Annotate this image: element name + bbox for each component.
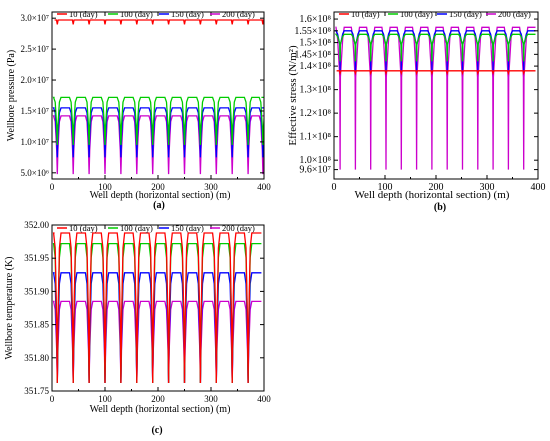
y-tick-label: 1.4×10⁸ (299, 61, 331, 72)
x-axis-label: Well depth (horizontal section) (m) (90, 190, 231, 201)
legend: 10 (day) 100 (day) 150 (day) 200 (day) (339, 9, 531, 19)
chart-panel-1: 0 100 200 300 400 5.0×10⁶ 1.0×10⁷ 1.5×10⁷ 2.0×10… (6, 9, 271, 211)
y-tick-label: 9.6×10⁷ (299, 165, 331, 176)
x-tick-label: 300 (204, 182, 218, 192)
legend-label: 100 (day) (120, 9, 153, 19)
series-group (52, 232, 262, 384)
y-tick-label: 1.0×10⁷ (21, 137, 49, 147)
x-tick-label: 0 (50, 394, 55, 404)
x-tick-label: 0 (332, 182, 337, 193)
y-tick-label: 1.3×10⁸ (299, 85, 331, 96)
chart-panel-3: 0 100 200 300 400 351.75 351.80 351.85 351.90 351… (4, 220, 271, 436)
legend: 10 (day) 100 (day) 150 (day) 200 (day) (57, 223, 255, 233)
plot-frame (333, 11, 539, 180)
legend-label: 100 (day) (400, 9, 433, 19)
panel-caption: (b) (434, 202, 446, 213)
y-tick-label: 2.5×10⁷ (21, 44, 49, 54)
series-line-150day (52, 107, 264, 158)
y-tick-label: 352.00 (24, 220, 49, 230)
x-tick-label: 400 (257, 182, 271, 192)
x-tick-label: 100 (378, 182, 393, 193)
legend-label: 10 (day) (351, 9, 380, 19)
y-tick-label: 1.6×10⁸ (299, 14, 331, 25)
legend-label: 200 (day) (222, 9, 255, 19)
series-group (52, 19, 264, 175)
y-axis-label: Effective stress (N/m²) (287, 45, 299, 146)
y-tick-label: 1.1×10⁸ (299, 132, 331, 143)
series-group (334, 26, 536, 170)
legend-label: 150 (day) (171, 9, 204, 19)
y-tick-label: 351.75 (24, 386, 49, 396)
x-tick-label: 400 (257, 394, 271, 404)
legend-label: 100 (day) (120, 223, 153, 233)
x-tick-label: 200 (151, 182, 165, 192)
y-tick-label: 351.85 (24, 320, 49, 330)
legend-label: 150 (day) (449, 9, 482, 19)
y-tick-label: 351.95 (24, 253, 49, 263)
x-tick-label: 100 (98, 182, 112, 192)
y-tick-label: 1.5×10⁷ (21, 106, 49, 116)
x-tick-label: 200 (429, 182, 444, 193)
series-line-100day (52, 96, 264, 146)
y-tick-label: 5.0×10⁶ (21, 168, 49, 178)
x-tick-label: 100 (98, 394, 112, 404)
y-axis-label: Wellbore temperature (K) (4, 256, 15, 359)
legend-label: 150 (day) (171, 223, 204, 233)
x-tick-label: 200 (151, 394, 165, 404)
legend-label: 10 (day) (69, 9, 98, 19)
series-line-100day (334, 33, 536, 62)
x-axis-label: Well depth (horizontal section) (m) (90, 404, 231, 415)
y-tick-label: 1.2×10⁸ (299, 108, 331, 119)
x-axis-label: Well depth (horizontal section) (m) (355, 189, 510, 201)
x-tick-label: 0 (50, 182, 55, 192)
legend-label: 10 (day) (69, 223, 98, 233)
legend-label: 200 (day) (222, 223, 255, 233)
y-tick-label: 3.0×10⁷ (21, 13, 49, 23)
series-line-200day (52, 115, 264, 175)
series-line-10day (54, 19, 264, 25)
series-line-10day (336, 70, 536, 76)
y-axis-label: Wellbore pressure (Pa) (6, 50, 17, 141)
y-tick-label: 351.90 (24, 286, 49, 296)
panel-caption: (a) (153, 200, 165, 211)
legend: 10 (day) 100 (day) 150 (day) 200 (day) (57, 9, 255, 19)
panel-caption: (c) (151, 425, 162, 436)
x-tick-label: 400 (531, 182, 546, 193)
series-line-150day (334, 30, 536, 71)
y-tick-label: 1.5×10⁸ (299, 38, 331, 49)
series-line-200day (335, 26, 536, 170)
x-tick-label: 300 (480, 182, 495, 193)
y-tick-label: 1.0×10⁸ (299, 155, 331, 166)
legend-label: 200 (day) (498, 9, 531, 19)
y-tick-label: 351.80 (24, 353, 49, 363)
y-tick-label: 1.55×10⁸ (294, 26, 331, 37)
y-tick-label: 1.45×10⁸ (294, 49, 331, 60)
y-tick-label: 2.0×10⁷ (21, 75, 49, 85)
series-line-200day (52, 300, 262, 384)
x-tick-label: 300 (204, 394, 218, 404)
series-line-10day (52, 232, 262, 384)
